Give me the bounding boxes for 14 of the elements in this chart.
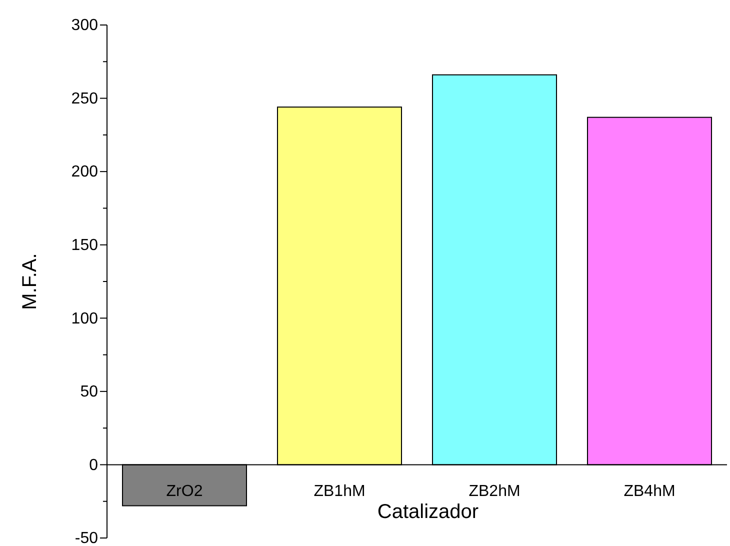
x-tick-label: ZB4hM	[624, 483, 676, 500]
y-tick-label: 300	[71, 17, 98, 34]
x-axis-title: Catalizador	[377, 501, 479, 523]
y-tick-label: 150	[71, 236, 98, 254]
x-tick-label: ZB2hM	[468, 483, 520, 500]
y-tick-label: 200	[71, 164, 98, 181]
y-tick-label: 100	[71, 310, 98, 328]
y-tick-label: -50	[74, 530, 98, 546]
y-tick-label: 50	[80, 384, 98, 401]
x-tick-label: ZrO2	[166, 483, 203, 500]
y-axis-title: M.F.A.	[19, 253, 41, 310]
y-tick-label: 250	[71, 90, 98, 108]
y-tick-label: 0	[89, 456, 98, 474]
x-tick-label: ZB1hM	[314, 483, 366, 500]
